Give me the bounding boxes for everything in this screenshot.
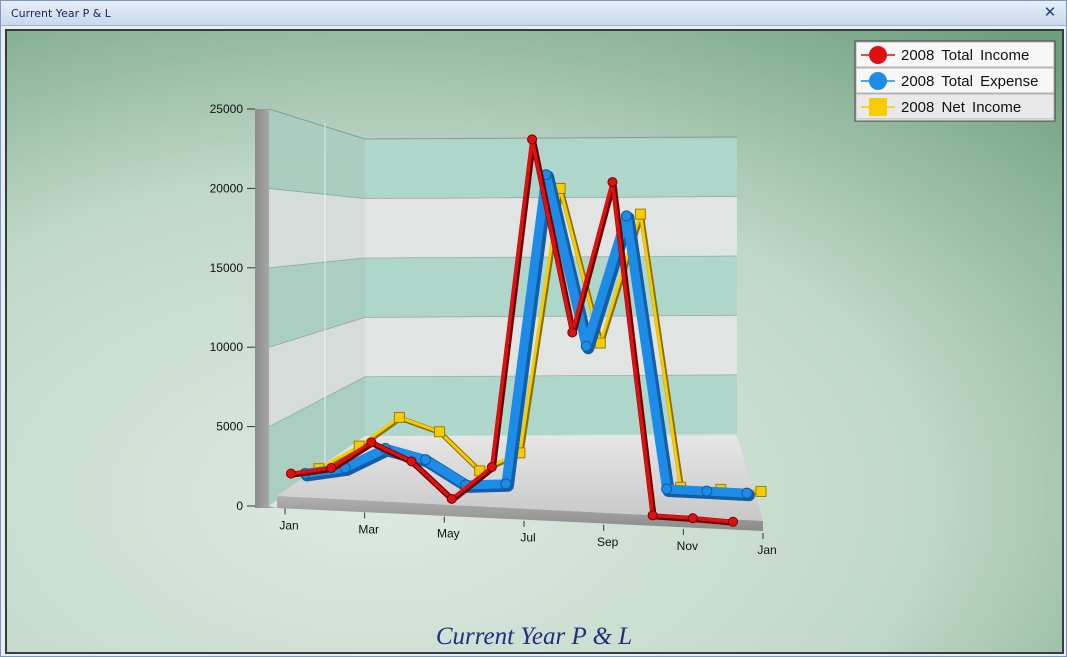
y-tick-label: 20000 — [210, 181, 244, 195]
data-point — [755, 485, 767, 497]
y-tick-label: 0 — [236, 499, 243, 513]
gridline — [268, 108, 366, 140]
x-tick-label: Mar — [358, 523, 379, 537]
data-point — [486, 462, 497, 473]
data-point — [527, 134, 538, 145]
data-point — [406, 456, 417, 467]
data-point — [661, 483, 673, 495]
data-point — [434, 426, 446, 438]
series-layer — [286, 134, 767, 527]
close-icon[interactable]: ✕ — [1043, 3, 1057, 21]
data-point — [741, 487, 753, 499]
data-point — [567, 327, 578, 338]
y-axis: 0 5000 10000 15000 20000 25000 — [210, 102, 255, 513]
line-chart-3d: 0 5000 10000 15000 20000 25000 Jan Mar May Jul Se… — [7, 31, 1062, 652]
data-point — [326, 462, 337, 473]
x-tick-label: Jan — [757, 543, 776, 557]
x-tick-label: Nov — [677, 539, 698, 553]
data-point — [687, 513, 698, 524]
y-tick-label: 25000 — [210, 102, 244, 116]
window-title: Current Year P & L — [11, 7, 111, 20]
data-point — [647, 510, 658, 521]
legend-swatch — [869, 98, 887, 116]
legend-row — [855, 93, 1055, 120]
data-point — [393, 411, 405, 423]
chart-title: Current Year P & L — [436, 623, 632, 650]
y-axis-pillar — [255, 109, 277, 508]
data-point — [701, 485, 713, 497]
x-axis: Jan Mar May Jul Sep Nov Jan — [279, 508, 777, 557]
series-2008-total-expense — [299, 169, 755, 502]
y-tick-label: 5000 — [216, 420, 243, 434]
legend-swatch — [869, 72, 887, 90]
series-line — [300, 170, 752, 498]
gridline — [364, 136, 738, 140]
data-point — [620, 210, 632, 222]
y-tick-label: 15000 — [210, 261, 244, 275]
legend-label: 2008 Net Income — [901, 99, 1021, 116]
series-2008-total-income — [286, 134, 738, 527]
legend-label: 2008 Total Income — [901, 47, 1029, 64]
side-wall-band — [269, 188, 365, 268]
data-point — [580, 340, 592, 352]
legend: 2008 Total Income 2008 Total Expense 2008 … — [854, 40, 1056, 122]
back-wall-band — [365, 315, 737, 377]
data-point — [286, 468, 296, 479]
side-wall-band — [269, 109, 365, 199]
data-point — [728, 516, 738, 527]
x-tick-label: Jul — [520, 531, 535, 545]
side-wall-band — [269, 317, 365, 427]
x-tick-label: Sep — [597, 535, 619, 549]
data-point — [607, 177, 618, 188]
side-wall-band — [269, 257, 365, 348]
x-tick-label: Jan — [279, 518, 298, 532]
data-point — [634, 208, 646, 220]
floor-front-edge — [277, 496, 763, 531]
data-point — [420, 454, 432, 466]
data-point — [366, 437, 377, 448]
data-point — [500, 478, 512, 490]
title-bar: Current Year P & L ✕ — [1, 1, 1066, 26]
x-tick-label: May — [437, 527, 460, 541]
chart-area: 0 5000 10000 15000 20000 25000 Jan Mar May Jul Se… — [5, 29, 1064, 654]
series-line — [290, 137, 734, 524]
back-wall-band — [365, 137, 737, 199]
y-tick-label: 10000 — [210, 340, 244, 354]
legend-label: 2008 Total Expense — [901, 73, 1039, 90]
data-point — [446, 493, 457, 504]
legend-swatch — [869, 46, 887, 64]
